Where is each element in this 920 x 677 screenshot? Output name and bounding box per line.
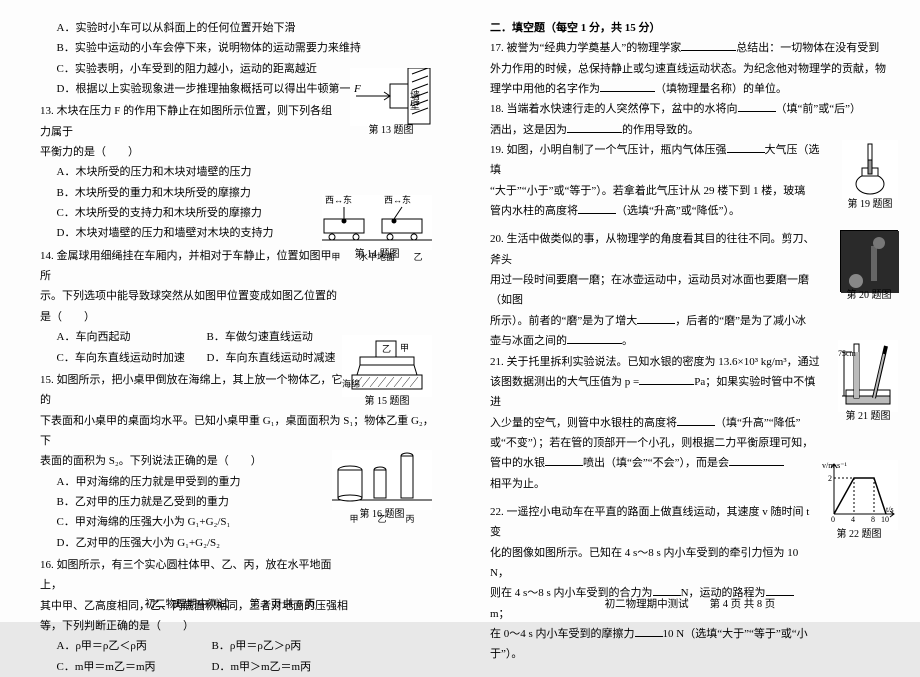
figure-16: 甲 乙 丙 第 16 题图 [332, 450, 432, 510]
svg-text:海绵: 海绵 [342, 378, 360, 389]
q15-opt-a: A．甲对海绵的压力就是甲受到的重力 [40, 472, 340, 492]
q16-opt-d: D．m甲＞m乙＝m丙 [195, 657, 350, 677]
section-2-title: 二．填空题（每空 1 分，共 15 分） [490, 18, 890, 38]
svg-text:0: 0 [831, 515, 835, 524]
q16-stem-3: 等，下列判断正确的是（ ） [40, 616, 350, 636]
q20-line-3: 所示）。前者的“磨”是为了增大，后者的“磨”是为了减小冰 [490, 311, 820, 331]
q21-line-4: 或“不变”）；若在管的顶部开一个小孔，则根据二力平衡原理可知， [490, 433, 820, 453]
figure-19: 第 19 题图 [842, 140, 898, 200]
q14-stem-1: 14. 金属球用细绳挂在车厢内，并相对于车静止，位置如图甲所 [40, 246, 340, 287]
q21-line-6: 相平为止。 [490, 474, 820, 494]
q19-line-1: 19. 如图，小明自制了一个气压计，瓶内气体压强大气压（选填 [490, 140, 820, 181]
q15-stem-2: 下表面和小桌甲的桌面均水平。已知小桌甲重 G₁，桌面面积为 S₁；物体乙重 G₂… [40, 411, 438, 452]
figure-13: F 墙壁 第 13 题图 [350, 68, 432, 126]
q13-stem-2: 平衡力的是（ ） [40, 142, 340, 162]
page-right: 二．填空题（每空 1 分，共 15 分） 17. 被誉为“经典力学奠基人”的物理… [460, 0, 920, 622]
svg-text:2: 2 [828, 474, 832, 483]
q22-line-4: 在 0～4 s 内小车受到的摩擦力10 N（选填“大于”“等于”或“小 [490, 624, 810, 644]
q20-line-4: 壶与冰面之间的。 [490, 331, 820, 351]
figure-15-caption: 第 15 题图 [342, 393, 432, 412]
figure-20-caption: 第 20 题图 [841, 287, 897, 306]
q13-opt-a: A．木块所受的压力和木块对墙壁的压力 [40, 162, 438, 182]
q19-line-2: “大于”“小于”或“等于”）。若拿着此气压计从 29 楼下到 1 楼，玻璃 [490, 181, 820, 201]
q22-line-5: 于”）。 [490, 644, 810, 664]
q15-opt-d: D．乙对甲的压强大小为 G₁+G₂/S₂ [40, 533, 340, 553]
q17-line-2: 外力作用的时候，总保持静止或匀速直线运动状态。为纪念他对物理学的贡献，物 [490, 59, 890, 79]
figure-21-caption: 第 21 题图 [838, 408, 898, 427]
q21-line-1: 21. 关于托里拆利实验说法。已知水银的密度为 13.6×10³ kg/m³，通… [490, 352, 820, 372]
q14-opt-b: B．车做匀速直线运动 [190, 327, 340, 347]
q18-line-1: 18. 当端着水快速行走的人突然停下，盆中的水将向（填“前”或“后”） [490, 99, 890, 119]
q13-stem-1: 13. 木块在压力 F 的作用下静止在如图所示位置，则下列各组力属于 [40, 101, 340, 142]
q17-line-1: 17. 被誉为“经典力学奠基人”的物理学家总结出：一切物体在没有受到 [490, 38, 890, 58]
figure-16-caption: 第 16 题图 [332, 506, 432, 525]
q16-stem-1: 16. 如图所示，有三个实心圆柱体甲、乙、丙，放在水平地面上， [40, 555, 350, 596]
q12-opt-b: B．实验中运动的小车会停下来，说明物体的运动需要力来维持 [40, 38, 438, 58]
q22-line-1: 22. 一遥控小电动车在平直的路面上做直线运动，其速度 v 随时间 t 变 [490, 502, 810, 543]
q16-opt-c: C．m甲＝m乙＝m丙 [40, 657, 195, 677]
svg-text:4: 4 [851, 515, 855, 524]
footer-left: 初二物理期中测试 第 3 页 共 8 页 [0, 595, 460, 614]
svg-text:乙: 乙 [382, 344, 391, 354]
figure-14-caption: 第 14 题图 [322, 246, 432, 265]
figure-13-caption: 第 13 题图 [350, 122, 432, 141]
q20-line-2: 用过一段时间要磨一磨；在冰壶运动中，运动员对冰面也要磨一磨（如图 [490, 270, 820, 311]
svg-text:F: F [353, 83, 361, 95]
q21-line-5: 管中的水银喷出（填“会”“不会”），而是会 [490, 453, 820, 473]
q16-opt-a: A．ρ甲＝ρ乙＜ρ丙 [40, 636, 195, 656]
footer-right: 初二物理期中测试 第 4 页 共 8 页 [460, 595, 920, 614]
q14-stem-3: 是（ ） [40, 307, 340, 327]
q14-stem-2: 示。下列选项中能导致球突然从如图甲位置变成如图乙位置的 [40, 286, 340, 306]
q15-opt-b: B．乙对甲的压力就是乙受到的重力 [40, 492, 340, 512]
q14-opt-c: C．车向东直线运动时加速 [40, 348, 190, 368]
q21-line-3: 入少量的空气，则管中水银柱的高度将（填“升高”“降低” [490, 413, 820, 433]
svg-text:西↔东: 西↔东 [325, 195, 352, 205]
figure-22: 2 0 4 8 10 t/s v/m·s⁻¹ 第 22 题图 [820, 460, 898, 530]
svg-text:墙壁: 墙壁 [408, 89, 420, 110]
q19-line-3: 管内水柱的高度将（选填“升高”或“降低”）。 [490, 201, 820, 221]
q16-opt-b: B．ρ甲＝ρ乙＞ρ丙 [195, 636, 350, 656]
q22-line-2: 化的图像如图所示。已知在 4 s～8 s 内小车受到的牵引力恒为 10 N， [490, 543, 810, 584]
figure-22-caption: 第 22 题图 [820, 526, 898, 545]
q21-line-2: 该图数据测出的大气压值为 p =Pa；如果实验时管中不慎进 [490, 372, 820, 413]
svg-text:v/m·s⁻¹: v/m·s⁻¹ [822, 461, 847, 470]
q14-opt-a: A．车向西起动 [40, 327, 190, 347]
figure-19-caption: 第 19 题图 [842, 196, 898, 215]
q15-opt-c: C．甲对海绵的压强大小为 G₁+G₂/S₁ [40, 512, 340, 532]
svg-text:75cm: 75cm [838, 349, 857, 358]
svg-text:甲: 甲 [400, 343, 409, 353]
figure-21: 75cm 第 21 题图 [838, 340, 898, 412]
svg-text:10: 10 [881, 515, 889, 524]
q18-line-2: 洒出，这是因为的作用导致的。 [490, 120, 890, 140]
q17-line-3: 理学中用他的名字作为（填物理量名称）的单位。 [490, 79, 890, 99]
q12-opt-a: A．实验时小车可以从斜面上的任何位置开始下滑 [40, 18, 438, 38]
svg-text:t/s: t/s [886, 505, 894, 514]
figure-15: 海绵 甲 乙 第 15 题图 [342, 335, 432, 397]
page-left: A．实验时小车可以从斜面上的任何位置开始下滑 B．实验中运动的小车会停下来，说明… [0, 0, 460, 622]
svg-text:8: 8 [871, 515, 875, 524]
svg-text:西↔东: 西↔东 [384, 195, 411, 205]
figure-20: 第 20 题图 [840, 230, 898, 292]
q14-opt-d: D．车向东直线运动时减速 [190, 348, 340, 368]
q20-line-1: 20. 生活中做类似的事，从物理学的角度看其目的往往不同。剪刀、斧头 [490, 229, 820, 270]
figure-14: 西↔东 西↔东 甲 水平地面 乙 第 14 题图 [322, 195, 432, 250]
